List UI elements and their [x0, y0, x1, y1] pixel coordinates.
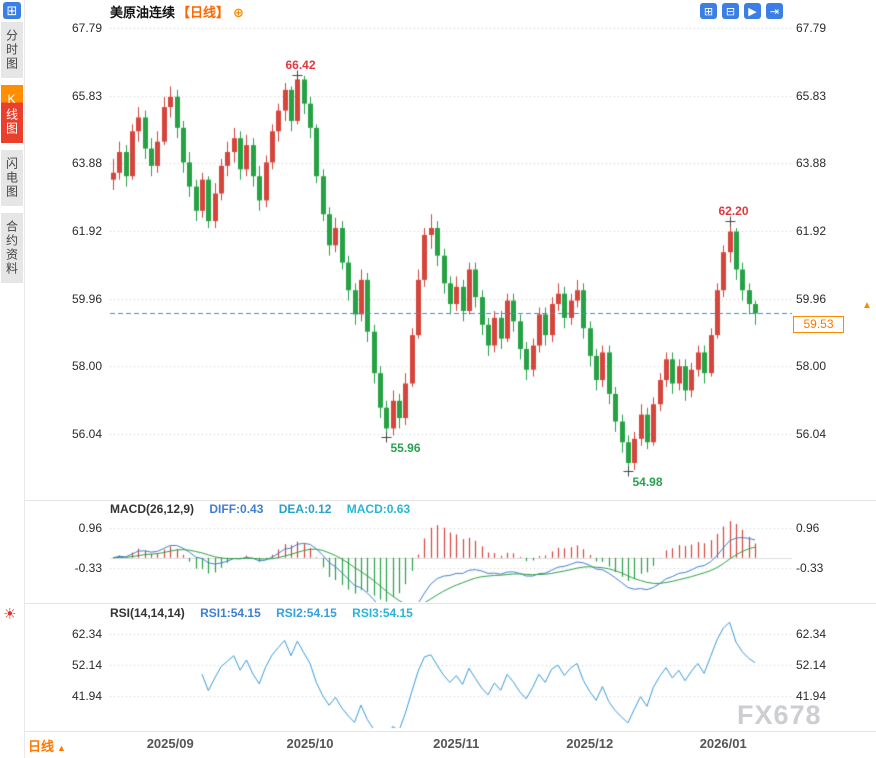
x-axis-label: 2025/11	[433, 736, 480, 751]
layout-grid-icon[interactable]: ⊞	[700, 3, 717, 19]
y-axis-label-right: 63.88	[796, 156, 827, 170]
price-marker-arrow: ▲	[862, 300, 872, 311]
rsi-title[interactable]: RSI(14,14,14)	[110, 606, 185, 620]
sidebar-item-label: 分时图	[4, 29, 19, 71]
rsi-axis-label-right: 41.94	[796, 689, 827, 703]
sidebar-item-time-share-chart[interactable]: 分时图	[1, 22, 23, 78]
rsi-axis-label-right: 52.14	[796, 658, 827, 672]
macd-diff-value: DIFF:0.43	[209, 502, 264, 516]
macd-header: MACD(26,12,9) DIFF:0.43 DEA:0.12 MACD:0.…	[110, 502, 422, 516]
rsi-axis-label-left: 62.34	[71, 627, 102, 641]
rsi-header: RSI(14,14,14) RSI1:54.15 RSI2:54.15 RSI3…	[110, 606, 425, 620]
pane-divider-dates	[25, 731, 876, 732]
macd-dea-value: DEA:0.12	[278, 502, 332, 516]
skip-end-icon[interactable]: ⇥	[766, 3, 783, 19]
sidebar-item-label: 闪电图	[4, 157, 19, 199]
watermark: FX678	[737, 700, 822, 730]
y-axis-label-left: 65.83	[71, 89, 102, 103]
x-axis-label: 2025/12	[566, 736, 614, 751]
y-axis-label-left: 61.92	[71, 224, 102, 238]
x-axis-label: 2026/01	[699, 736, 747, 751]
macd-axis-label-right: -0.33	[796, 561, 824, 575]
sidebar-divider	[24, 0, 25, 758]
price-annotation: 54.98	[632, 474, 663, 489]
y-axis-label-right: 65.83	[796, 89, 827, 103]
y-axis-label-left: 67.79	[71, 21, 102, 35]
sidebar-item-label: K线图	[4, 92, 19, 136]
macd-axis-label-left: 0.96	[78, 521, 102, 535]
x-axis-label: 2025/10	[286, 736, 334, 751]
rsi-axis-label-left: 41.94	[71, 689, 102, 703]
price-annotation: 66.42	[285, 57, 316, 72]
period-tab-daily[interactable]: 日线 ▲	[28, 736, 66, 755]
layout-panels-icon[interactable]: ⊟	[722, 3, 739, 19]
period-tab-label: 日线	[28, 739, 55, 754]
y-axis-label-left: 59.96	[71, 292, 102, 306]
rsi-axis-label-left: 52.14	[71, 658, 102, 672]
sidebar-item-kline-chart[interactable]: K线图	[1, 85, 23, 143]
y-axis-label-left: 56.04	[71, 427, 102, 441]
chart-period-tag[interactable]: 【日线】	[177, 5, 230, 20]
y-axis-label-right: 59.96	[796, 292, 827, 306]
app-grid-icon[interactable]: ⊞	[3, 2, 21, 19]
sidebar: 分时图 K线图 闪电图 合约资料	[0, 22, 24, 290]
chevron-up-icon: ▲	[57, 743, 66, 753]
chart-toolbar: ⊞ ⊟ ▶ ⇥	[700, 3, 783, 19]
chart-title: 美原油连续	[110, 5, 176, 20]
chart-header: 美原油连续 【日线】 ⊕	[110, 2, 244, 21]
pane-divider-macd	[25, 500, 876, 501]
add-indicator-icon[interactable]: ⊕	[233, 5, 244, 20]
price-annotation: 55.96	[390, 440, 421, 455]
y-axis-label-left: 63.88	[71, 156, 102, 170]
macd-macd-value: MACD:0.63	[346, 502, 411, 516]
macd-axis-label-right: 0.96	[796, 521, 820, 535]
y-axis-label-right: 58.00	[796, 359, 827, 373]
sidebar-item-label: 合约资料	[4, 220, 19, 276]
x-axis-label: 2025/09	[146, 736, 194, 751]
y-axis-label-right: 56.04	[796, 427, 827, 441]
sun-icon[interactable]: ☀	[3, 606, 17, 623]
play-icon[interactable]: ▶	[744, 3, 761, 19]
pane-divider-rsi	[25, 603, 876, 604]
current-price-tag: 59.53	[793, 316, 844, 333]
macd-axis-label-left: -0.33	[74, 561, 102, 575]
y-axis-label-left: 58.00	[71, 359, 102, 373]
price-annotation: 62.20	[718, 203, 749, 218]
y-axis-label-right: 67.79	[796, 21, 827, 35]
macd-title[interactable]: MACD(26,12,9)	[110, 502, 195, 516]
sidebar-item-lightning-chart[interactable]: 闪电图	[1, 150, 23, 206]
rsi3-value: RSI3:54.15	[352, 606, 413, 620]
rsi-axis-label-right: 62.34	[796, 627, 827, 641]
rsi1-value: RSI1:54.15	[200, 606, 261, 620]
rsi2-value: RSI2:54.15	[276, 606, 337, 620]
sidebar-item-contract-info[interactable]: 合约资料	[1, 213, 23, 283]
y-axis-label-right: 61.92	[796, 224, 827, 238]
